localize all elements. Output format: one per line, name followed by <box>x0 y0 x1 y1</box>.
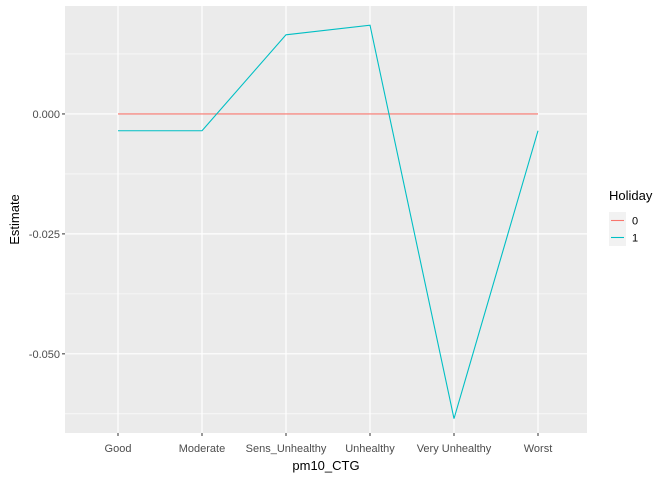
x-tick-label: Sens_Unhealthy <box>246 443 327 455</box>
legend-title: Holiday <box>609 188 653 203</box>
x-tick-label: Worst <box>524 443 553 455</box>
series-line-1 <box>118 24 539 419</box>
x-tick-label: Good <box>105 443 132 455</box>
y-axis-ticks: 0.000 -0.025 -0.050 <box>29 109 65 361</box>
x-tick-label: Very Unhealthy <box>417 443 492 455</box>
legend-label-1: 1 <box>632 233 638 245</box>
y-axis-title: Estimate <box>7 194 22 245</box>
x-axis-ticks: Good Moderate Sens_Unhealthy Unhealthy Very … <box>105 433 553 455</box>
minor-gridlines <box>65 53 587 415</box>
x-tick-label: Unhealthy <box>345 443 395 455</box>
y-tick-label: -0.025 <box>29 229 60 241</box>
plot-panel <box>65 6 587 433</box>
legend: Holiday 0 1 <box>609 188 653 246</box>
y-tick-label: 0.000 <box>32 109 60 121</box>
legend-label-0: 0 <box>632 216 638 228</box>
y-tick-label: -0.050 <box>29 349 60 361</box>
x-axis-title: pm10_CTG <box>292 458 359 473</box>
series-layer <box>118 24 539 419</box>
x-tick-label: Moderate <box>179 443 225 455</box>
